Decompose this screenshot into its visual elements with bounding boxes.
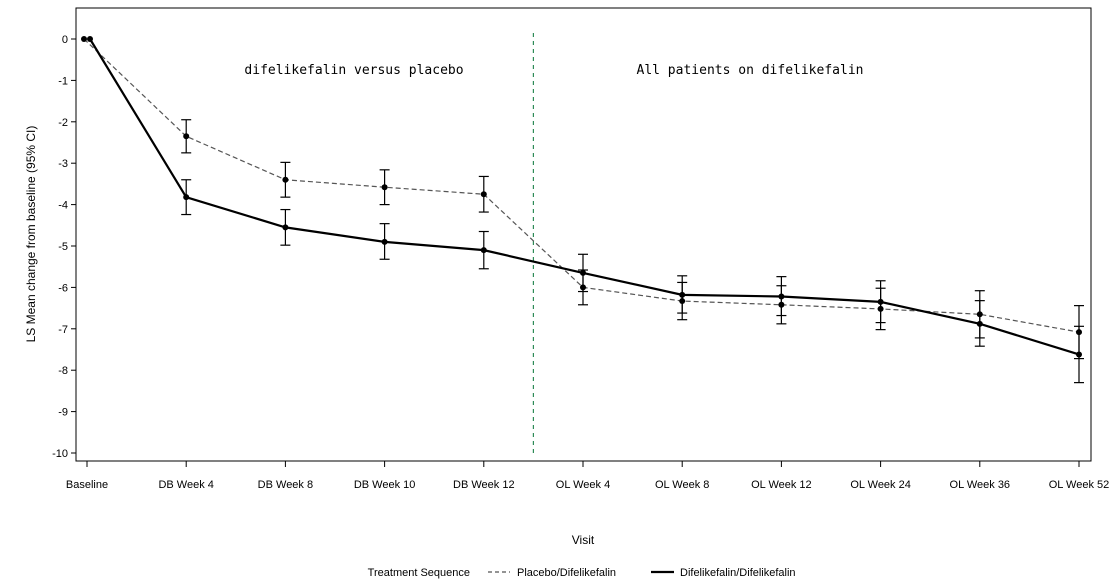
legend-label-placebo: Placebo/Difelikefalin: [517, 567, 616, 579]
data-point: [580, 269, 586, 276]
y-tick-label: -9: [58, 407, 68, 419]
y-axis: 0 -1 -2 -3 -4 -5 -6 -7 -8 -9 -10: [52, 34, 76, 460]
annotation-open-label: All patients on difelikefalin: [637, 63, 864, 78]
x-tick-label: DB Week 8: [258, 479, 313, 491]
y-tick-label: 0: [62, 34, 68, 46]
x-tick-label: OL Week 52: [1049, 479, 1110, 491]
x-axis-title: Visit: [572, 533, 595, 547]
data-point: [81, 36, 87, 42]
series-line-1: [89, 38, 1080, 356]
y-tick-label: -3: [58, 158, 68, 170]
data-point: [183, 194, 190, 201]
y-tick-label: -4: [58, 200, 68, 212]
legend: Treatment Sequence Placebo/Difelikefalin…: [368, 567, 796, 579]
data-point: [679, 291, 686, 298]
x-tick-label: OL Week 4: [556, 479, 610, 491]
data-point: [778, 293, 785, 300]
x-tick-label: OL Week 36: [950, 479, 1011, 491]
x-tick-label: DB Week 12: [453, 479, 515, 491]
y-tick-label: -7: [58, 324, 68, 336]
y-tick-label: -1: [58, 75, 68, 87]
legend-title: Treatment Sequence: [368, 567, 470, 579]
x-tick-label: DB Week 4: [158, 479, 213, 491]
y-axis-title: LS Mean change from baseline (95% CI): [24, 126, 38, 343]
x-tick-label: OL Week 8: [655, 479, 709, 491]
series-layer: [81, 36, 1084, 384]
data-point: [1076, 351, 1082, 358]
y-tick-label: -6: [58, 282, 68, 294]
data-point: [282, 176, 289, 183]
data-point: [877, 298, 884, 305]
x-tick-label: Baseline: [66, 479, 108, 491]
plot-frame: [75, 7, 1092, 462]
data-point: [381, 238, 388, 245]
x-tick-label: OL Week 24: [850, 479, 911, 491]
data-point: [183, 133, 190, 140]
y-tick-label: -2: [58, 117, 68, 129]
data-point: [976, 320, 983, 327]
data-point: [381, 184, 388, 191]
data-point: [282, 224, 289, 231]
x-axis: Baseline DB Week 4 DB Week 8 DB Week 10 DB W…: [66, 461, 1109, 491]
data-point: [480, 191, 487, 198]
y-tick-label: -8: [58, 365, 68, 377]
y-tick-label: -5: [58, 241, 68, 253]
x-tick-label: DB Week 10: [354, 479, 416, 491]
legend-label-difelikefalin: Difelikefalin/Difelikefalin: [680, 567, 796, 579]
annotation-double-blind: difelikefalin versus placebo: [244, 63, 463, 78]
data-point: [480, 247, 487, 254]
x-tick-label: OL Week 12: [751, 479, 812, 491]
y-tick-label: -10: [52, 448, 68, 460]
data-point: [87, 36, 93, 42]
